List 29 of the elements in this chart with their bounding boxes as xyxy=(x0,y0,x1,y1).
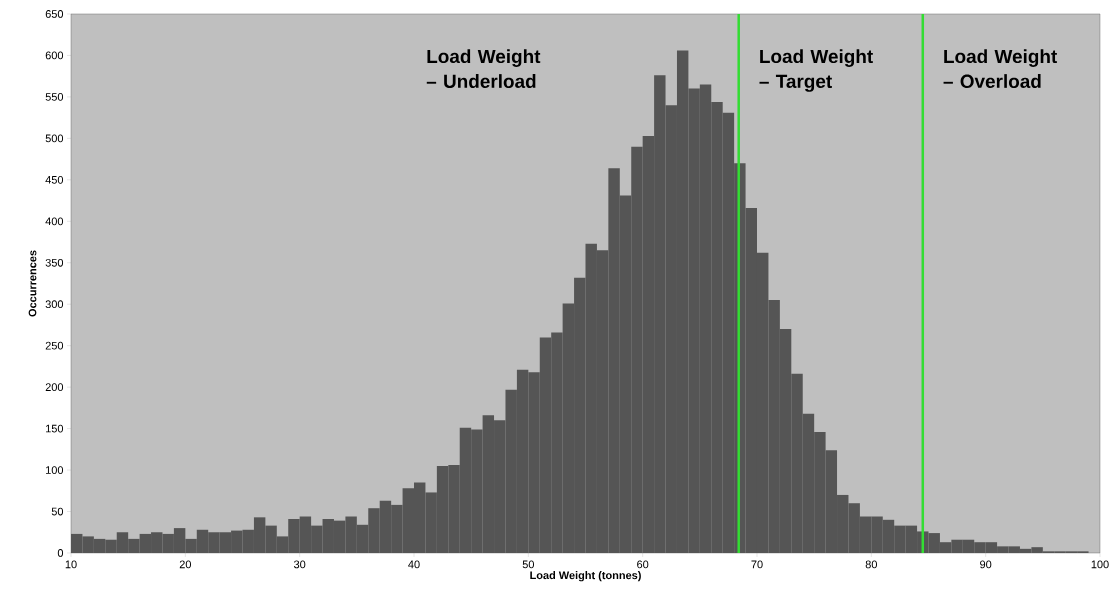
y-tick-label: 100 xyxy=(46,466,64,474)
y-tick-label: 50 xyxy=(51,507,64,516)
y-tick-label: 450 xyxy=(45,175,64,184)
y-tick-label: 250 xyxy=(45,341,64,350)
y-tick-label: 550 xyxy=(45,93,64,101)
y-tick-label: 600 xyxy=(45,51,64,60)
y-axis-title: Occurrences xyxy=(28,250,37,317)
x-tick-label: 90 xyxy=(980,560,992,569)
x-tick-label: 80 xyxy=(865,560,877,569)
x-tick-label: 30 xyxy=(294,560,306,569)
y-tick-label: 0 xyxy=(57,549,64,557)
y-tick-label: 350 xyxy=(45,258,64,267)
y-tick-label: 650 xyxy=(45,10,64,18)
x-tick-label: 40 xyxy=(408,560,420,569)
y-tick-label: 200 xyxy=(45,383,64,392)
y-tick-label: 300 xyxy=(45,300,64,309)
annotation: Load Weight – Underload xyxy=(426,49,541,89)
y-tick-label: 500 xyxy=(45,134,64,143)
annotation: Load Weight – Overload xyxy=(943,49,1058,89)
x-tick-label: 50 xyxy=(522,560,534,569)
y-tick-label: 150 xyxy=(46,424,64,433)
x-tick-label: 10 xyxy=(65,560,77,569)
annotation: Load Weight – Target xyxy=(759,49,873,92)
x-axis-title: Load Weight (tonnes) xyxy=(530,571,641,582)
x-tick-label: 60 xyxy=(637,560,649,569)
x-tick-label: 70 xyxy=(751,560,763,569)
x-tick-label: 20 xyxy=(179,560,191,569)
x-tick-label: 100 xyxy=(1091,560,1109,569)
y-tick-label: 400 xyxy=(45,217,64,226)
